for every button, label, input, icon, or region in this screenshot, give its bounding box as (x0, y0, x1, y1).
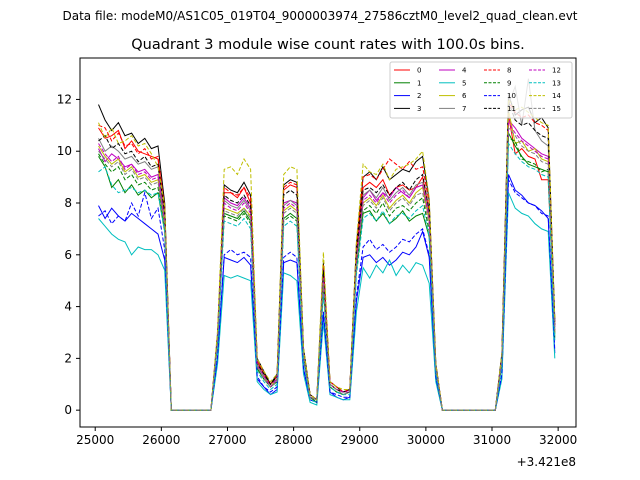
x-offset-label: +3.421e8 (517, 455, 576, 469)
legend-label-2: 2 (417, 92, 421, 100)
plot-frame (79, 57, 577, 428)
series-line-14 (98, 97, 556, 411)
y-tick-label: 6 (64, 248, 72, 262)
legend-label-10: 10 (507, 92, 516, 100)
legend-label-7: 7 (462, 105, 466, 113)
legend-label-8: 8 (507, 67, 511, 75)
legend-label-12: 12 (552, 67, 561, 75)
legend-label-15: 15 (552, 105, 561, 113)
series-line-11 (98, 101, 556, 411)
x-tick-label: 28000 (275, 433, 313, 447)
legend-label-6: 6 (462, 92, 467, 100)
x-tick-label: 32000 (539, 433, 577, 447)
legend-label-13: 13 (552, 79, 561, 87)
y-tick-label: 12 (57, 92, 72, 106)
x-tick-label: 27000 (208, 433, 246, 447)
legend-label-5: 5 (462, 79, 466, 87)
legend-label-3: 3 (417, 105, 421, 113)
y-tick-label: 0 (64, 403, 72, 417)
series-layer (98, 78, 556, 411)
y-tick-label: 8 (64, 196, 72, 210)
x-tick-label: 26000 (142, 433, 180, 447)
series-line-8 (98, 100, 556, 411)
x-tick-label: 30000 (407, 433, 445, 447)
x-tick-label: 31000 (473, 433, 511, 447)
axes: 25000 26000 27000 28000 29000 30000 31000 32000… (57, 92, 578, 447)
y-tick-label: 10 (57, 144, 72, 158)
x-tick-label: 29000 (341, 433, 379, 447)
legend-label-1: 1 (417, 79, 421, 87)
series-line-15 (98, 126, 556, 411)
data-file-label: Data file: modeM0/AS1C05_019T04_90000039… (62, 9, 577, 23)
legend-label-0: 0 (417, 67, 421, 75)
legend-box (389, 61, 573, 119)
chart-title: Quadrant 3 module wise count rates with … (131, 37, 525, 53)
legend-label-9: 9 (507, 79, 511, 87)
y-tick-label: 2 (64, 351, 72, 365)
legend-label-11: 11 (507, 105, 516, 113)
y-tick-label: 4 (64, 300, 72, 314)
x-tick-label: 25000 (76, 433, 114, 447)
legend-label-4: 4 (462, 67, 467, 75)
legend-label-14: 14 (552, 92, 561, 100)
